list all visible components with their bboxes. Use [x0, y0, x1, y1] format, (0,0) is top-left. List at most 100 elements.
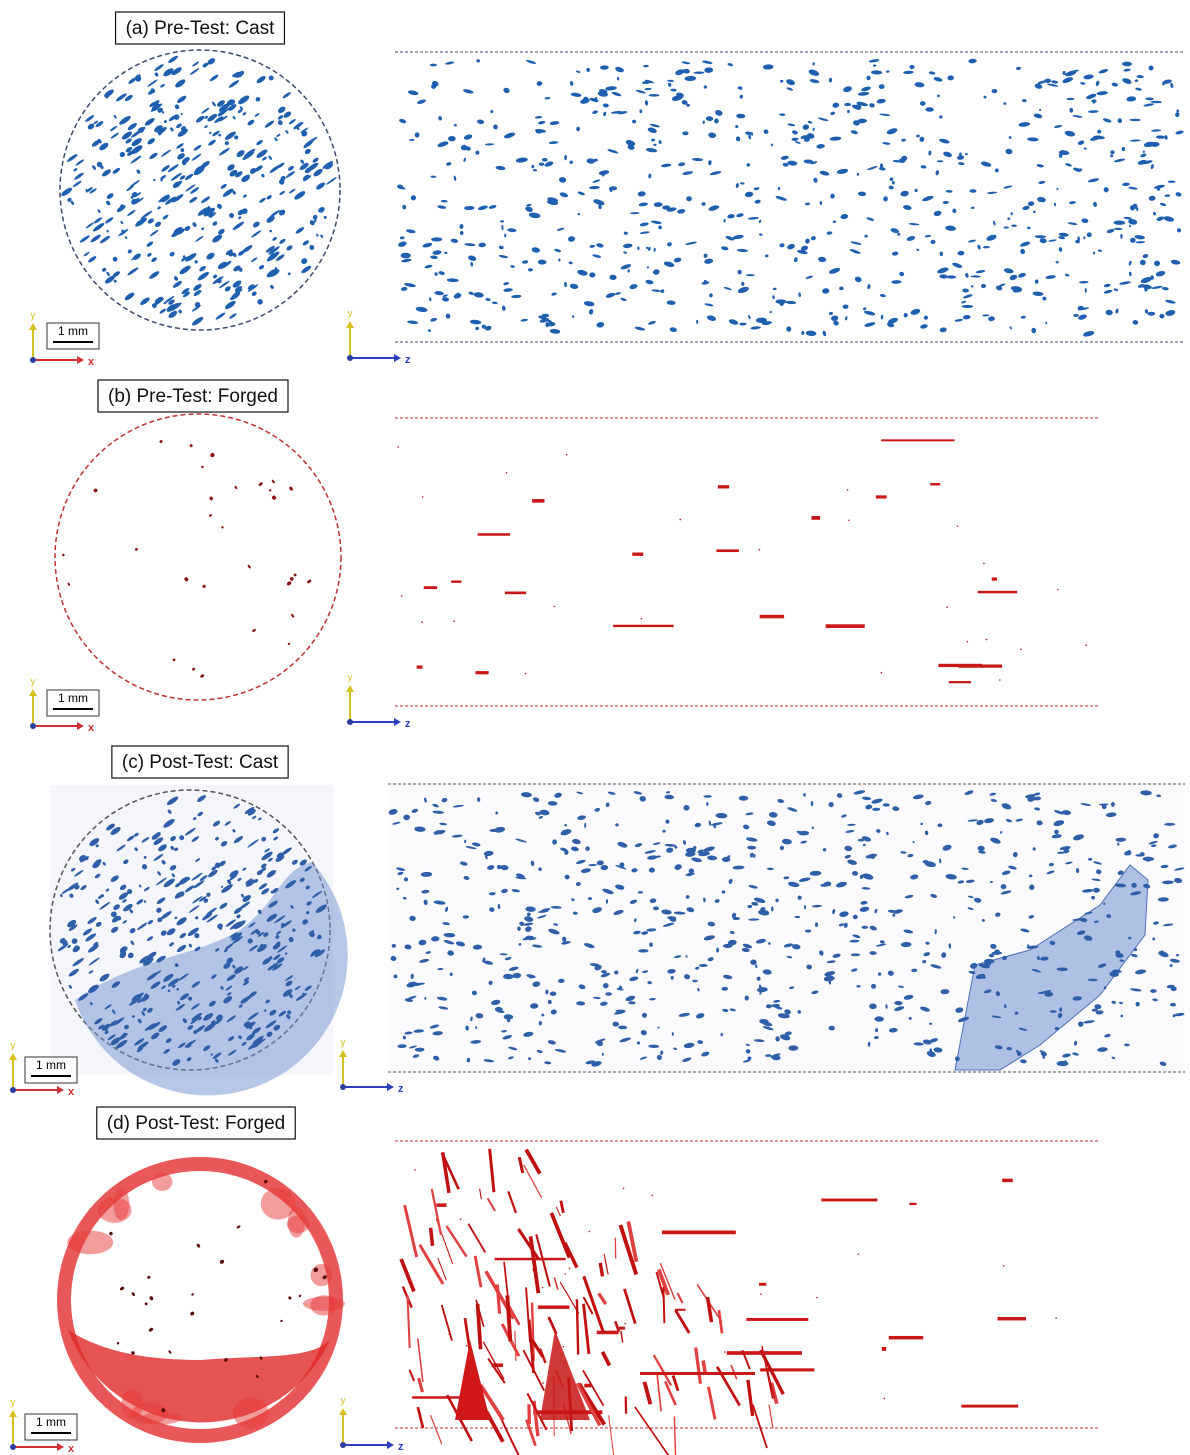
scale-label: 1 mm [58, 324, 88, 338]
pore [910, 308, 921, 316]
pore [1175, 130, 1184, 135]
axis-label: y [31, 677, 36, 688]
pore [1083, 147, 1087, 150]
pore [829, 312, 833, 315]
pore [295, 226, 305, 235]
pore [569, 160, 573, 164]
pore [528, 212, 540, 219]
pore [667, 80, 674, 82]
pore [84, 114, 95, 123]
pore [1003, 226, 1009, 229]
pore [219, 1259, 225, 1265]
pore [1018, 272, 1027, 279]
pore [475, 151, 479, 155]
pore [180, 113, 183, 116]
pore [1035, 279, 1039, 283]
axis-label: y [341, 1396, 346, 1407]
pore [410, 195, 417, 201]
pore [1103, 283, 1110, 288]
pore [559, 191, 568, 198]
void-streak [909, 1203, 916, 1205]
pore [1077, 140, 1085, 146]
pore [839, 286, 844, 290]
pore [428, 329, 432, 332]
pore [971, 285, 974, 288]
pore [202, 584, 207, 588]
pore [899, 271, 905, 276]
pore [635, 89, 646, 94]
pore [241, 244, 254, 255]
pore [160, 83, 166, 88]
pore [637, 247, 639, 251]
axis-label: y [31, 311, 36, 322]
pore [414, 1169, 416, 1171]
pore [101, 267, 107, 273]
pore [127, 249, 133, 255]
pore [308, 136, 318, 144]
pore [816, 1297, 818, 1299]
pore [553, 606, 555, 608]
pore [1037, 196, 1046, 203]
pore [184, 173, 194, 181]
pore [981, 284, 986, 288]
pore [882, 142, 890, 146]
crack [418, 1338, 423, 1382]
pore [220, 183, 228, 190]
pore [1153, 211, 1157, 215]
pore [848, 519, 850, 521]
pore [113, 115, 117, 120]
pore [535, 116, 543, 119]
pore [577, 269, 589, 277]
pore [760, 1293, 762, 1295]
crack [599, 1293, 606, 1304]
pore [1147, 312, 1155, 316]
pore [473, 292, 484, 298]
damage-blob [261, 1188, 296, 1220]
pore [1085, 644, 1087, 646]
pore [954, 319, 963, 323]
pore [1095, 80, 1100, 86]
pore [976, 269, 986, 273]
pore [745, 191, 754, 197]
pore [957, 251, 964, 256]
pore [300, 159, 305, 165]
pore [108, 1231, 113, 1236]
pore [127, 77, 137, 85]
crack [644, 1382, 650, 1404]
pore [576, 126, 580, 131]
pore [1067, 98, 1075, 100]
pore [772, 295, 775, 299]
pore [91, 165, 96, 171]
pore [289, 486, 294, 491]
pore [511, 294, 522, 298]
pore [1140, 259, 1146, 265]
pore [778, 187, 781, 191]
pore [977, 244, 981, 249]
pore [1119, 281, 1131, 286]
pore [1155, 270, 1166, 277]
crack [769, 1405, 773, 1428]
arrow [387, 1083, 394, 1091]
pore [544, 161, 554, 168]
pore [982, 314, 989, 316]
pore [406, 229, 416, 234]
pore [255, 96, 261, 102]
pore [779, 113, 786, 116]
void-streak [538, 1305, 570, 1308]
axis-label: z [405, 718, 411, 730]
pore [1056, 261, 1059, 264]
pore [228, 212, 235, 219]
pore [168, 1350, 172, 1354]
pore [448, 136, 456, 141]
pore [437, 205, 446, 210]
pore [952, 208, 956, 213]
pore [526, 203, 532, 206]
pore [1073, 314, 1079, 317]
void-streak [882, 1347, 886, 1351]
pore [857, 1253, 859, 1255]
pore [261, 173, 266, 178]
void-streak [959, 664, 1002, 667]
pore [983, 95, 987, 99]
panel-title: (a) Pre-Test: Cast [126, 18, 276, 39]
pore [463, 157, 466, 162]
